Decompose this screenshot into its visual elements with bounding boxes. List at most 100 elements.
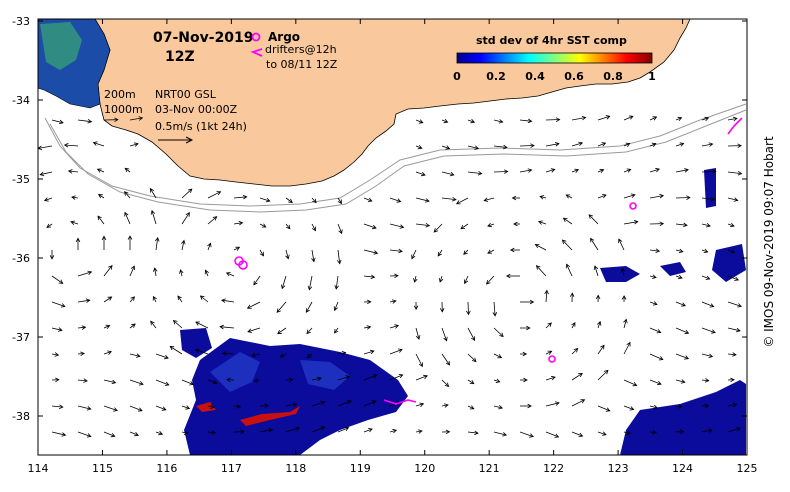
map-date: 07-Nov-2019: [153, 30, 254, 46]
current-vector: [153, 296, 157, 303]
current-vector: [389, 223, 404, 228]
coastal-sst-patch: [40, 22, 82, 70]
current-vector: [363, 197, 372, 202]
current-vector-head: [86, 433, 92, 438]
current-vector: [597, 345, 605, 355]
current-vector-head: [333, 306, 338, 312]
current-vector-head: [487, 249, 492, 254]
current-vector-head: [334, 284, 339, 290]
current-vector-head: [97, 194, 103, 199]
current-vector: [305, 301, 313, 313]
current-vector: [334, 301, 339, 311]
current-vector-head: [150, 320, 155, 326]
current-vector-head: [242, 194, 248, 200]
current-vector-head: [497, 354, 503, 359]
current-vector: [103, 379, 116, 384]
current-vector-head: [711, 329, 716, 334]
colorbar-tick-label: 0.4: [525, 70, 545, 83]
current-vector: [285, 223, 291, 229]
current-vector: [306, 353, 313, 359]
current-vector: [545, 376, 556, 381]
current-vector-head: [418, 362, 423, 368]
current-vector: [571, 348, 578, 355]
contour-200m-label: 200m: [104, 88, 136, 101]
current-vector-head: [127, 235, 133, 240]
current-vector: [467, 405, 474, 410]
current-vector-head: [652, 301, 658, 306]
current-vector-head: [108, 264, 113, 270]
current-vector-head: [96, 168, 102, 173]
current-vector-head: [418, 119, 424, 124]
current-vector-head: [344, 426, 350, 432]
credit-text: © IMOS 09-Nov-2019 09:07 Hobart: [762, 136, 776, 348]
current-vector-head: [211, 430, 217, 435]
current-vector-head: [581, 115, 587, 121]
current-vector-head: [268, 428, 274, 433]
current-vector-head: [678, 404, 683, 409]
current-vector-head: [477, 170, 483, 176]
current-vector: [233, 196, 247, 199]
current-vector-head: [246, 304, 252, 309]
current-vector: [285, 197, 293, 203]
colorbar-tick-label: 0.6: [564, 70, 584, 83]
current-vector: [649, 327, 661, 333]
y-tick-label: -38: [12, 410, 30, 423]
current-vector: [519, 145, 535, 147]
current-vector-head: [590, 237, 595, 243]
current-vector: [701, 429, 713, 433]
current-vector-head: [346, 400, 352, 405]
current-vector-head: [529, 433, 534, 438]
current-vector-head: [737, 303, 742, 308]
current-vector-head: [219, 324, 224, 330]
current-vector: [103, 431, 115, 437]
current-vector-head: [185, 211, 190, 217]
current-vector-head: [306, 353, 312, 359]
current-vector-head: [70, 220, 75, 225]
current-vector-head: [551, 375, 556, 381]
current-vector: [441, 404, 449, 407]
current-vector-head: [620, 267, 626, 273]
current-vector: [311, 377, 322, 381]
current-vector: [415, 145, 422, 149]
current-vector-head: [574, 168, 580, 173]
current-vector: [493, 301, 496, 316]
current-vector-head: [657, 380, 662, 386]
current-vector: [545, 431, 559, 438]
current-vector: [207, 405, 215, 408]
current-vector-head: [463, 279, 469, 285]
current-vector-head: [317, 376, 322, 382]
current-vector-head: [550, 168, 556, 173]
current-vector: [701, 223, 711, 227]
current-vector-head: [179, 269, 184, 274]
current-vector-head: [600, 344, 605, 350]
current-vector: [623, 143, 630, 147]
current-vector-head: [652, 116, 658, 121]
current-vector-head: [341, 350, 347, 356]
current-vector: [437, 249, 443, 257]
current-vector-head: [509, 247, 515, 253]
current-vector: [571, 373, 583, 381]
current-vector-head: [247, 328, 252, 333]
current-vector: [363, 223, 377, 229]
current-vector: [155, 237, 159, 251]
current-vector: [536, 265, 547, 277]
current-vector: [538, 221, 547, 225]
current-vector: [40, 171, 53, 176]
current-vector-head: [39, 171, 45, 177]
current-vector-head: [444, 403, 449, 408]
current-vector: [519, 169, 532, 173]
current-vector-head: [345, 375, 351, 380]
current-vector-head: [487, 222, 492, 228]
current-vector: [727, 404, 737, 407]
current-vector-head: [369, 349, 375, 355]
current-vector: [467, 431, 479, 434]
current-vector-head: [621, 295, 627, 300]
current-vector-head: [107, 350, 112, 355]
current-vector-head: [337, 199, 342, 205]
current-vector: [285, 403, 297, 407]
current-vector-head: [737, 143, 742, 148]
current-vector: [571, 399, 585, 407]
current-vector-head: [312, 198, 317, 204]
current-vector-head: [134, 431, 139, 437]
current-vector-head: [602, 431, 607, 436]
